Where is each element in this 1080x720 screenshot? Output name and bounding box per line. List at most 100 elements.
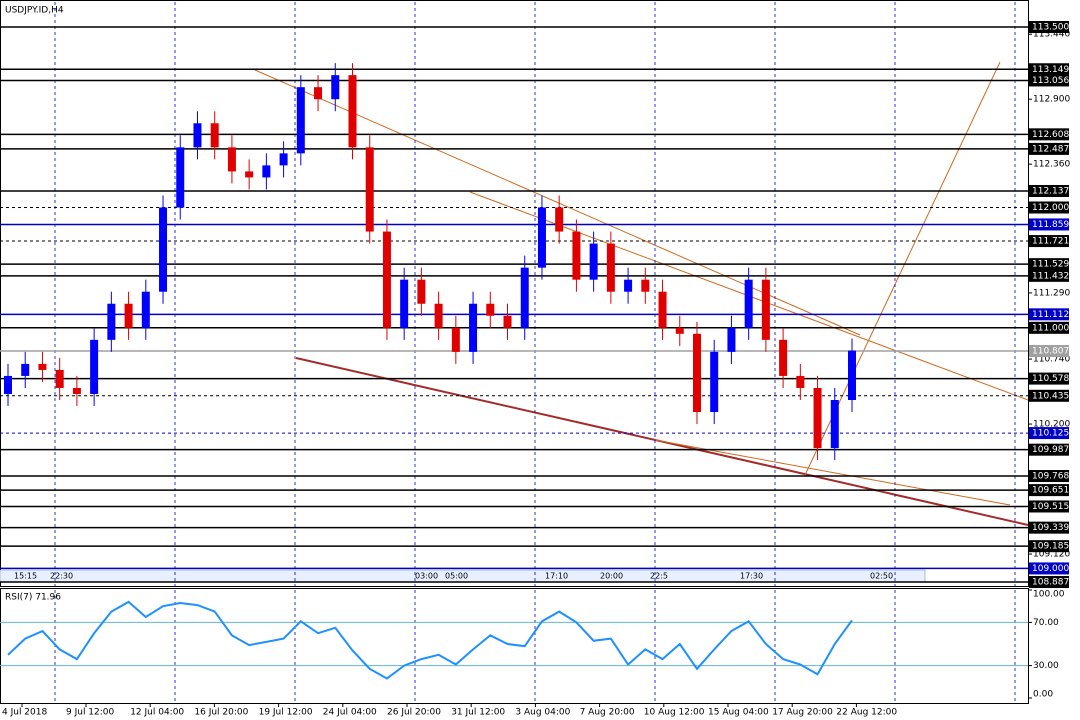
- level-tag: [1029, 484, 1069, 497]
- candle-body: [400, 279, 409, 328]
- candle-body: [382, 231, 391, 328]
- time-marker: 03:00: [415, 572, 438, 581]
- candle-body: [55, 369, 64, 388]
- level-tag: [1029, 218, 1069, 231]
- candle-body: [210, 123, 219, 148]
- rsi-line: [7, 600, 853, 680]
- x-tick-label: 24 Jul 04:00: [323, 708, 377, 718]
- level-tag: [1029, 21, 1069, 34]
- level-label: 111.859: [1032, 220, 1069, 230]
- time-marker: 02:50: [870, 572, 893, 581]
- level-tag: [1029, 345, 1069, 358]
- level-tag: [1029, 185, 1069, 198]
- level-tag: [1029, 308, 1069, 321]
- level-tag: [1029, 269, 1069, 282]
- x-tick-label: 10 Aug 12:00: [644, 708, 705, 718]
- rsi-frame: [0, 588, 1029, 704]
- candle-body: [227, 147, 236, 172]
- candle-body: [176, 147, 185, 208]
- level-tag: [1029, 540, 1069, 553]
- rsi-tick-label: 70.00: [1033, 618, 1059, 628]
- candle-body: [279, 153, 288, 166]
- chart-title: USDJPY.ID,H4: [5, 6, 64, 16]
- candle-body: [451, 327, 460, 352]
- candle-body: [761, 279, 770, 340]
- level-label: 112.608: [1032, 130, 1069, 140]
- level-tag: [1029, 562, 1069, 575]
- level-label: 109.515: [1032, 502, 1069, 512]
- candle-body: [589, 243, 598, 280]
- level-label: 112.137: [1032, 187, 1069, 197]
- level-label: 111.000: [1032, 323, 1069, 333]
- y-tick-label: 111.290: [1033, 288, 1070, 298]
- y-tick-label: 110.740: [1033, 355, 1070, 365]
- y-tick-label: 109.120: [1033, 549, 1070, 559]
- level-tag: [1029, 470, 1069, 483]
- level-label: 110.435: [1032, 391, 1069, 401]
- level-label: 109.987: [1032, 445, 1069, 455]
- x-tick-label: 9 Jul 12:00: [66, 708, 115, 718]
- y-tick-label: 112.900: [1033, 95, 1070, 105]
- level-label: 111.721: [1032, 237, 1069, 247]
- level-label: 109.651: [1032, 486, 1069, 496]
- candle-body: [262, 165, 271, 178]
- candle-body: [796, 375, 805, 388]
- candle-body: [537, 207, 546, 268]
- candle-body: [830, 399, 839, 449]
- x-tick-label: 12 Jul 04:00: [130, 708, 184, 718]
- level-label: 109.185: [1032, 542, 1069, 552]
- level-tag: [1029, 63, 1069, 76]
- candle-body: [124, 303, 133, 328]
- level-tag: [1029, 321, 1069, 334]
- x-tick-label: 3 Aug 04:00: [515, 708, 570, 718]
- level-tag: [1029, 142, 1069, 155]
- candle-body: [572, 231, 581, 280]
- time-marker: 05:00: [445, 572, 468, 581]
- candle-body: [641, 279, 650, 292]
- y-tick-label: 110.200: [1033, 420, 1070, 430]
- level-tag: [1029, 443, 1069, 456]
- level-label: 109.000: [1032, 564, 1069, 574]
- candle-body: [469, 303, 478, 352]
- x-tick-label: 15 Aug 04:00: [708, 708, 769, 718]
- candle-body: [606, 243, 615, 292]
- candle-body: [296, 87, 305, 154]
- level-label: 113.056: [1032, 76, 1069, 86]
- x-tick-label: 7 Aug 20:00: [580, 708, 635, 718]
- candle-body: [314, 87, 323, 100]
- candle-body: [727, 327, 736, 352]
- level-label: 112.000: [1032, 203, 1069, 213]
- level-tag: [1029, 201, 1069, 214]
- main-frame: [0, 0, 1029, 587]
- x-tick-label: 16 Jul 20:00: [194, 708, 248, 718]
- level-tag: [1029, 235, 1069, 248]
- level-tag: [1029, 521, 1069, 534]
- candle-body: [21, 363, 30, 376]
- level-label: 108.887: [1032, 578, 1069, 588]
- candle-body: [710, 351, 719, 413]
- rsi-tick-label: 100.00: [1033, 590, 1065, 600]
- time-marker: 22:30: [50, 572, 73, 581]
- level-label: 110.807: [1032, 347, 1069, 357]
- level-tag: [1029, 128, 1069, 141]
- level-label: 113.149: [1032, 65, 1069, 75]
- level-label: 111.112: [1032, 310, 1069, 320]
- rsi-tick-label: 0.00: [1033, 690, 1053, 700]
- x-tick-label: 31 Jul 12:00: [451, 708, 505, 718]
- candle-body: [434, 303, 443, 328]
- candle-body: [692, 333, 701, 413]
- candle-body: [848, 350, 856, 400]
- candle-body: [486, 303, 495, 316]
- level-label: 110.125: [1032, 429, 1069, 439]
- x-tick-label: 4 Jul 2018: [2, 708, 47, 718]
- candle-body: [365, 147, 374, 232]
- level-label: 113.500: [1032, 23, 1069, 33]
- candle-body: [331, 75, 340, 100]
- candle-body: [72, 387, 81, 394]
- candle-body: [245, 171, 254, 178]
- candle-body: [38, 363, 47, 370]
- candle-body: [624, 279, 633, 292]
- time-marker: 17:10: [545, 572, 568, 581]
- x-tick-label: 26 Jul 20:00: [387, 708, 441, 718]
